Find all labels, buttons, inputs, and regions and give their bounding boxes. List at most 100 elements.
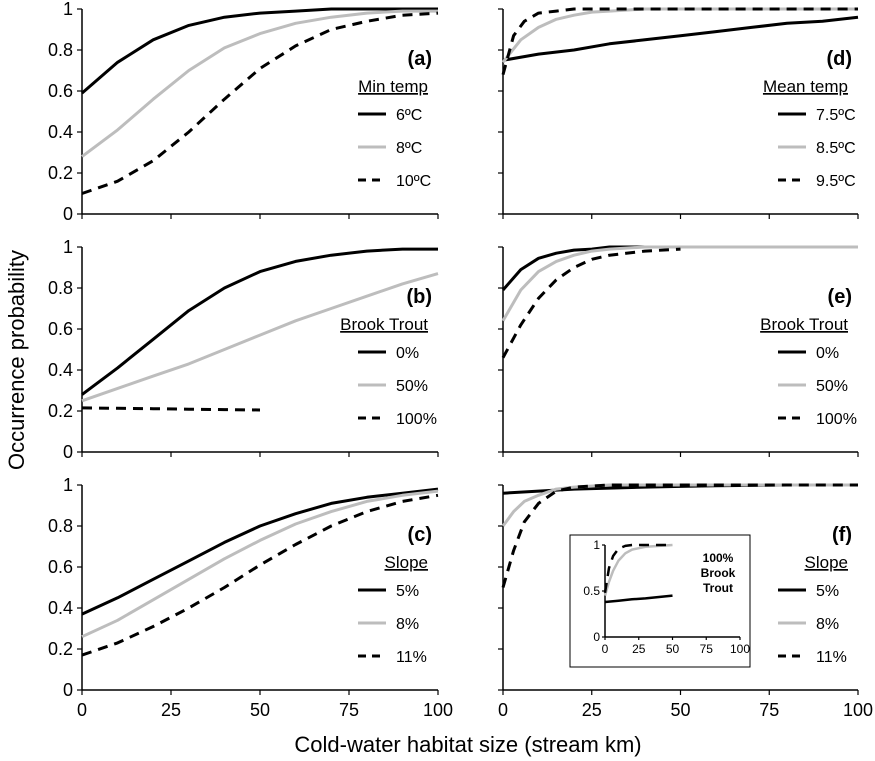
y-tick-label: 0.6 xyxy=(48,81,73,101)
x-tick-label: 25 xyxy=(632,642,646,656)
panel-label: (a) xyxy=(408,48,432,70)
panel-label: (f) xyxy=(832,524,852,546)
series-line xyxy=(81,487,439,616)
y-tick-label: 1 xyxy=(63,475,73,495)
legend-entry: 11% xyxy=(396,649,427,666)
series-line xyxy=(81,489,439,639)
x-tick-label: 100 xyxy=(423,700,453,720)
y-tick-label: 1 xyxy=(593,538,600,552)
x-tick-label: 100 xyxy=(843,700,873,720)
y-tick-label: 0.5 xyxy=(583,584,600,598)
y-tick-label: 0.8 xyxy=(48,40,73,60)
x-tick-label: 50 xyxy=(250,700,270,720)
legend-entry: 50% xyxy=(816,378,848,395)
series-line xyxy=(81,9,438,158)
series-line xyxy=(81,493,439,657)
panels-group: 0 0.2 0.4 0.6 0.8 1 (a) Min temp 6ºC 8ºC 10ºC (d) Me… xyxy=(48,0,873,720)
legend-entry: 8.5ºC xyxy=(816,140,856,157)
chart-panel: 0 0.2 0.4 0.6 0.8 1 (a) Min temp 6ºC 8ºC 10ºC xyxy=(48,0,439,224)
legend: Mean temp 7.5ºC 8.5ºC 9.5ºC xyxy=(763,77,856,190)
legend-entry: 7.5ºC xyxy=(816,107,856,124)
x-tick-label: 75 xyxy=(339,700,359,720)
legend-entry: 8ºC xyxy=(396,140,422,157)
x-tick-label: 25 xyxy=(161,700,181,720)
panel-label: (d) xyxy=(826,48,852,70)
legend-entry: 11% xyxy=(816,649,847,666)
x-tick-label: 0 xyxy=(498,700,508,720)
x-tick-label: 75 xyxy=(759,700,779,720)
series-line xyxy=(81,406,261,412)
y-axis-title: Occurrence probability xyxy=(4,250,29,470)
chart-panel: 0 0.2 0.4 0.6 0.8 1 0 25 50 75 100 (c) Slope 5% 8% 11% xyxy=(48,475,453,720)
series-line xyxy=(81,11,439,195)
legend: Brook Trout 0% 50% 100% xyxy=(340,315,437,428)
chart-panel: 0 0.2 0.4 0.6 0.8 1 (b) Brook Trout 0% 50% 100% xyxy=(48,237,439,462)
panel-label: (c) xyxy=(408,524,432,546)
legend-entry: 8% xyxy=(816,616,839,633)
y-tick-label: 0.2 xyxy=(48,401,73,421)
y-tick-label: 1 xyxy=(63,0,73,19)
series-line xyxy=(501,247,681,359)
legend-title: Mean temp xyxy=(763,77,848,96)
chart-panel: (e) Brook Trout 0% 50% 100% xyxy=(498,245,859,457)
inset-label: Brook xyxy=(701,566,736,580)
series-line xyxy=(603,543,673,593)
y-tick-label: 0.6 xyxy=(48,557,73,577)
x-tick-label: 25 xyxy=(582,700,602,720)
panel-label: (b) xyxy=(406,286,432,308)
series-line xyxy=(501,483,858,527)
legend-entry: 5% xyxy=(816,583,839,600)
legend: Slope 5% 8% 11% xyxy=(358,553,428,666)
x-tick-label: 100 xyxy=(730,642,750,656)
y-tick-label: 0.4 xyxy=(48,360,73,380)
series-line xyxy=(603,543,673,596)
series-line xyxy=(501,245,681,291)
series-line xyxy=(81,247,438,396)
legend-entry: 100% xyxy=(816,411,857,428)
y-tick-label: 0 xyxy=(593,630,600,644)
chart-panel: 0 25 50 75 100 (f) Slope 5% 8% 11% 0 0.5 1 0 25 50 75 100… xyxy=(498,483,873,720)
inset-label: Trout xyxy=(703,581,733,595)
legend-entry: 100% xyxy=(396,411,437,428)
legend-entry: 9.5ºC xyxy=(816,173,856,190)
y-tick-label: 1 xyxy=(63,237,73,257)
series-line xyxy=(501,7,858,75)
y-tick-label: 0 xyxy=(63,204,73,224)
series-line xyxy=(501,245,858,322)
legend: Slope 5% 8% 11% xyxy=(778,553,848,666)
series-line xyxy=(501,483,858,588)
inset-label: 100% xyxy=(703,551,734,565)
y-tick-label: 0.8 xyxy=(48,516,73,536)
legend-title: Brook Trout xyxy=(760,315,848,334)
legend-entry: 6ºC xyxy=(396,107,422,124)
y-tick-label: 0.4 xyxy=(48,122,73,142)
y-tick-label: 0.2 xyxy=(48,163,73,183)
y-tick-label: 0.6 xyxy=(48,319,73,339)
legend: Min temp 6ºC 8ºC 10ºC xyxy=(358,77,431,190)
chart-panel: (d) Mean temp 7.5ºC 8.5ºC 9.5ºC xyxy=(498,7,859,219)
legend-entry: 8% xyxy=(396,616,419,633)
legend-title: Brook Trout xyxy=(340,315,428,334)
x-tick-label: 50 xyxy=(670,700,690,720)
legend-entry: 0% xyxy=(396,345,419,362)
legend-title: Min temp xyxy=(358,77,428,96)
series-line xyxy=(81,272,439,403)
legend-entry: 0% xyxy=(816,345,839,362)
legend: Brook Trout 0% 50% 100% xyxy=(760,315,857,428)
inset-frame xyxy=(569,534,751,668)
legend-entry: 10ºC xyxy=(396,173,431,190)
legend-entry: 50% xyxy=(396,378,428,395)
y-tick-label: 0 xyxy=(63,680,73,700)
legend-entry: 5% xyxy=(396,583,419,600)
y-tick-label: 0.8 xyxy=(48,278,73,298)
x-tick-label: 0 xyxy=(77,700,87,720)
panel-label: (e) xyxy=(828,286,852,308)
x-tick-label: 0 xyxy=(602,642,609,656)
legend-title: Slope xyxy=(805,553,848,572)
y-tick-label: 0 xyxy=(63,442,73,462)
x-tick-label: 75 xyxy=(700,642,714,656)
y-tick-label: 0.2 xyxy=(48,639,73,659)
x-axis-title: Cold-water habitat size (stream km) xyxy=(294,732,641,757)
